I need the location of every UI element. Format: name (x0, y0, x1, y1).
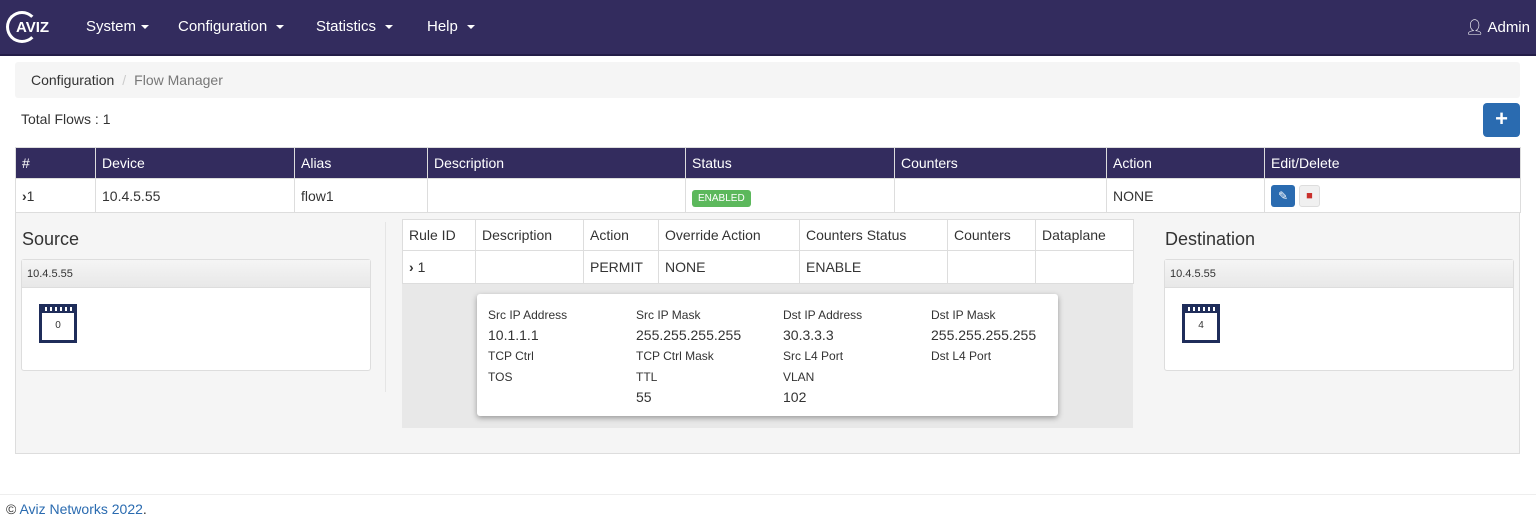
field-label: Src L4 Port (783, 349, 844, 363)
breadcrumb: Configuration / Flow Manager (15, 62, 1520, 98)
rules-table: Rule ID Description Action Override Acti… (402, 219, 1134, 284)
total-flows: Total Flows : 1 (21, 111, 111, 127)
destination-title: Destination (1165, 229, 1256, 249)
destination-panel: 10.4.5.55 4 (1164, 259, 1514, 371)
field-value: 10.1.1.1 (488, 327, 539, 343)
add-flow-button[interactable]: + (1483, 103, 1520, 137)
rule-field: VLAN 102 (783, 370, 814, 405)
rule-field: TCP Ctrl (488, 349, 534, 368)
source-panel: 10.4.5.55 0 (21, 259, 371, 371)
rule-field: Src IP Mask 255.255.255.255 (636, 308, 741, 343)
rule-field: TCP Ctrl Mask (636, 349, 714, 368)
col-status: Status (685, 147, 895, 179)
breadcrumb-flow-manager: Flow Manager (134, 72, 223, 88)
col-edit-delete: Edit/Delete (1264, 147, 1521, 179)
edit-button[interactable]: ✎ (1271, 184, 1295, 207)
table-row[interactable]: › 1 PERMIT NONE ENABLE (402, 250, 1134, 284)
caret-down-icon (276, 25, 285, 30)
delete-button[interactable]: ■ (1299, 184, 1320, 207)
field-label: VLAN (783, 370, 815, 384)
caret-down-icon (141, 25, 150, 30)
rule-field: Src L4 Port (783, 349, 843, 368)
field-value: 255.255.255.255 (636, 327, 742, 343)
menu-system[interactable]: System (86, 18, 150, 35)
field-label: Src IP Mask (636, 308, 701, 322)
field-value: 102 (783, 389, 807, 405)
pencil-icon: ✎ (1277, 188, 1289, 203)
field-value: 30.3.3.3 (783, 327, 834, 343)
source-title: Source (22, 229, 80, 249)
navbar: AVIZ System Configuration Statistics Hel… (0, 0, 1536, 56)
col-device: Device (95, 147, 295, 179)
field-label: TCP Ctrl (488, 349, 534, 363)
field-label: Src IP Address (488, 308, 568, 322)
menu-configuration[interactable]: Configuration (178, 18, 285, 35)
caret-down-icon (467, 25, 476, 30)
status-badge: ENABLED (692, 189, 751, 207)
port-icon[interactable]: 0 (39, 304, 77, 343)
aviz-logo[interactable]: AVIZ (6, 10, 58, 44)
field-label: Dst L4 Port (931, 349, 992, 363)
col-description: Description (427, 147, 686, 179)
breadcrumb-configuration[interactable]: Configuration (31, 72, 115, 88)
trash-icon: ■ (1306, 189, 1313, 202)
table-row[interactable]: ›1 10.4.5.55 flow1 ENABLED NONE ✎ ■ (15, 178, 1521, 213)
menu-help[interactable]: Help (427, 18, 476, 35)
menu-statistics[interactable]: Statistics (316, 18, 394, 35)
col-alias: Alias (294, 147, 428, 179)
rule-field: Dst IP Mask 255.255.255.255 (931, 308, 1036, 343)
user-icon: 👤︎ (1465, 19, 1485, 36)
rule-field: Dst L4 Port (931, 349, 991, 368)
rule-details-card: Src IP Address 10.1.1.1 Src IP Mask 255.255… (477, 294, 1058, 416)
footer: © Aviz Networks 2022. (0, 494, 1536, 523)
col-counters: Counters (894, 147, 1107, 179)
field-label: TTL (636, 370, 658, 384)
rule-field: Dst IP Address 30.3.3.3 (783, 308, 862, 343)
col-num: # (15, 147, 96, 179)
footer-link[interactable]: Aviz Networks 2022 (19, 501, 143, 517)
user-menu[interactable]: 👤︎ Admin (1465, 19, 1530, 36)
field-label: Dst IP Mask (931, 308, 996, 322)
field-label: TOS (488, 370, 513, 384)
flows-table: # Device Alias Description Status Counte… (15, 147, 1521, 213)
caret-down-icon (385, 25, 394, 30)
expand-chevron-icon[interactable]: › (409, 259, 414, 275)
col-action: Action (1106, 147, 1265, 179)
rule-field: TTL 55 (636, 370, 657, 405)
field-value: 255.255.255.255 (931, 327, 1037, 343)
field-label: TCP Ctrl Mask (636, 349, 714, 363)
rule-field: TOS (488, 370, 512, 389)
expand-chevron-icon[interactable]: › (22, 187, 27, 204)
field-value: 55 (636, 389, 652, 405)
rule-field: Src IP Address 10.1.1.1 (488, 308, 567, 343)
field-label: Dst IP Address (783, 308, 863, 322)
port-icon[interactable]: 4 (1182, 304, 1220, 343)
